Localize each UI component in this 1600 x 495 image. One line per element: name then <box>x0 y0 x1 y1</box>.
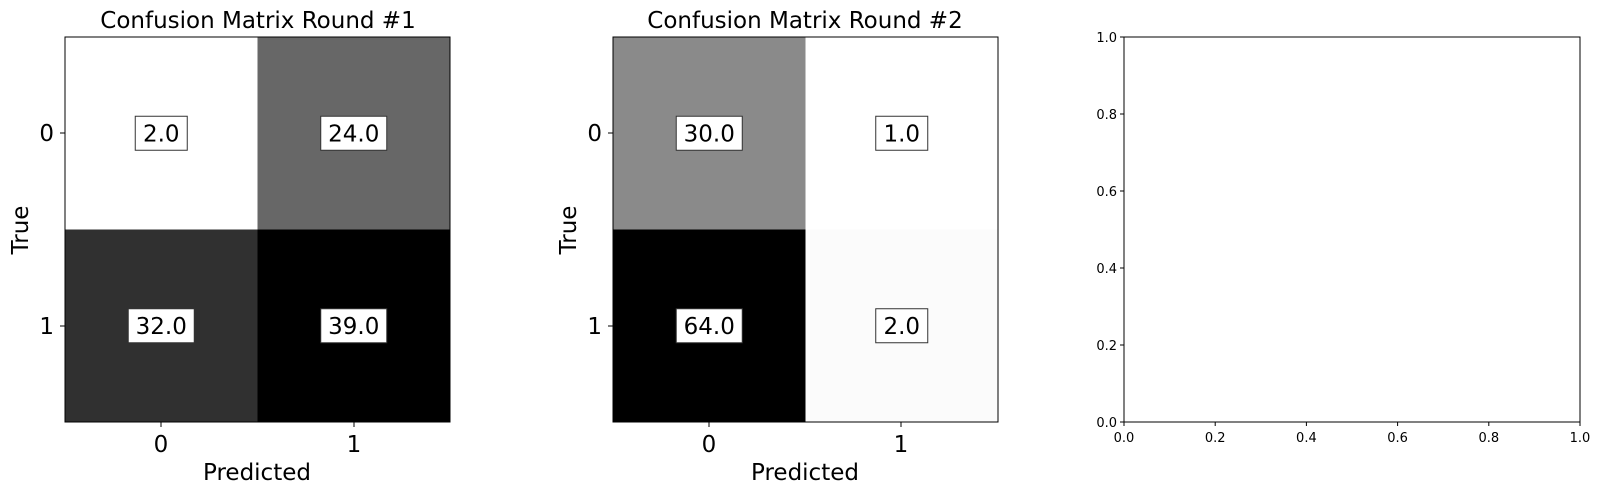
chart-1-xtick-label-0: 0 <box>154 432 169 458</box>
chart-3-xtick-label-4: 0.8 <box>1478 431 1499 446</box>
chart-3-ytick-label-3: 0.6 <box>1096 185 1117 200</box>
chart-3-frame <box>1123 36 1581 423</box>
chart-1-xtick-label-1: 1 <box>347 432 362 458</box>
chart-2-ytick-label-0: 0 <box>587 121 602 147</box>
chart-1-ytick-label-0: 0 <box>39 121 54 147</box>
confusion-matrix-1: Confusion Matrix Round #1 2.0 24.0 32.0 39.… <box>8 8 451 486</box>
chart-1-xlabel: Predicted <box>203 460 311 486</box>
chart-2-cell-label-box-1-0 <box>675 308 743 344</box>
chart-1-cell-label-box-0-0 <box>134 115 188 151</box>
chart-1-ytick-label-1: 1 <box>39 314 54 340</box>
chart-3-ytick-label-0: 0.0 <box>1096 416 1117 431</box>
chart-1-cell-label-1-1: 39.0 <box>328 314 379 340</box>
chart-3-xtick-label-3: 0.6 <box>1387 431 1408 446</box>
chart-2-title: Confusion Matrix Round #2 <box>647 8 962 34</box>
chart-3-ytick-label-2: 0.4 <box>1096 262 1117 277</box>
chart-1-cell-label-0-1: 24.0 <box>328 121 379 147</box>
chart-2-cell-label-box-0-0 <box>675 115 743 151</box>
chart-3-xtick-label-5: 1.0 <box>1570 431 1591 446</box>
chart-1-title: Confusion Matrix Round #1 <box>100 8 415 34</box>
chart-2-cell-label-1-1: 2.0 <box>883 314 920 340</box>
chart-3-ytick-label-5: 1.0 <box>1096 31 1117 46</box>
chart-2-cell-label-1-0: 64.0 <box>684 314 735 340</box>
chart-2-cell-label-0-0: 30.0 <box>684 121 735 147</box>
chart-3-ytick-label-4: 0.8 <box>1096 108 1117 123</box>
chart-3-xtick-label-1: 0.2 <box>1205 431 1226 446</box>
chart-2-xtick-label-1: 1 <box>894 432 909 458</box>
chart-1-frame <box>64 36 451 423</box>
chart-2-frame <box>612 36 999 423</box>
chart-2-cell-label-box-1-1 <box>875 308 929 344</box>
chart-1-cell-label-1-0: 32.0 <box>136 314 187 340</box>
chart-1-cell-label-box-0-1 <box>320 115 388 151</box>
chart-3-ytick-label-1: 0.2 <box>1096 339 1117 354</box>
chart-1-cell-label-box-1-1 <box>320 308 388 344</box>
empty-axes: 0.0 0.2 0.4 0.6 0.8 1.0 0.0 0.2 0.4 0.6 0.8 1.0 <box>1096 31 1590 446</box>
chart-1-cell-label-0-0: 2.0 <box>143 121 180 147</box>
chart-3-xtick-label-0: 0.0 <box>1114 431 1135 446</box>
chart-2-xtick-label-0: 0 <box>702 432 717 458</box>
chart-2-cell-label-box-0-1 <box>875 115 929 151</box>
chart-2-ylabel: True <box>556 206 582 256</box>
chart-1-ylabel: True <box>8 206 34 256</box>
confusion-matrix-2: Confusion Matrix Round #2 30.0 1.0 64.0 2.0… <box>556 8 999 486</box>
chart-3-xtick-label-2: 0.4 <box>1296 431 1317 446</box>
chart-2-xlabel: Predicted <box>751 460 859 486</box>
chart-1-cell-label-box-1-0 <box>127 308 195 344</box>
chart-2-ytick-label-1: 1 <box>587 314 602 340</box>
chart-2-cell-label-0-1: 1.0 <box>883 121 920 147</box>
